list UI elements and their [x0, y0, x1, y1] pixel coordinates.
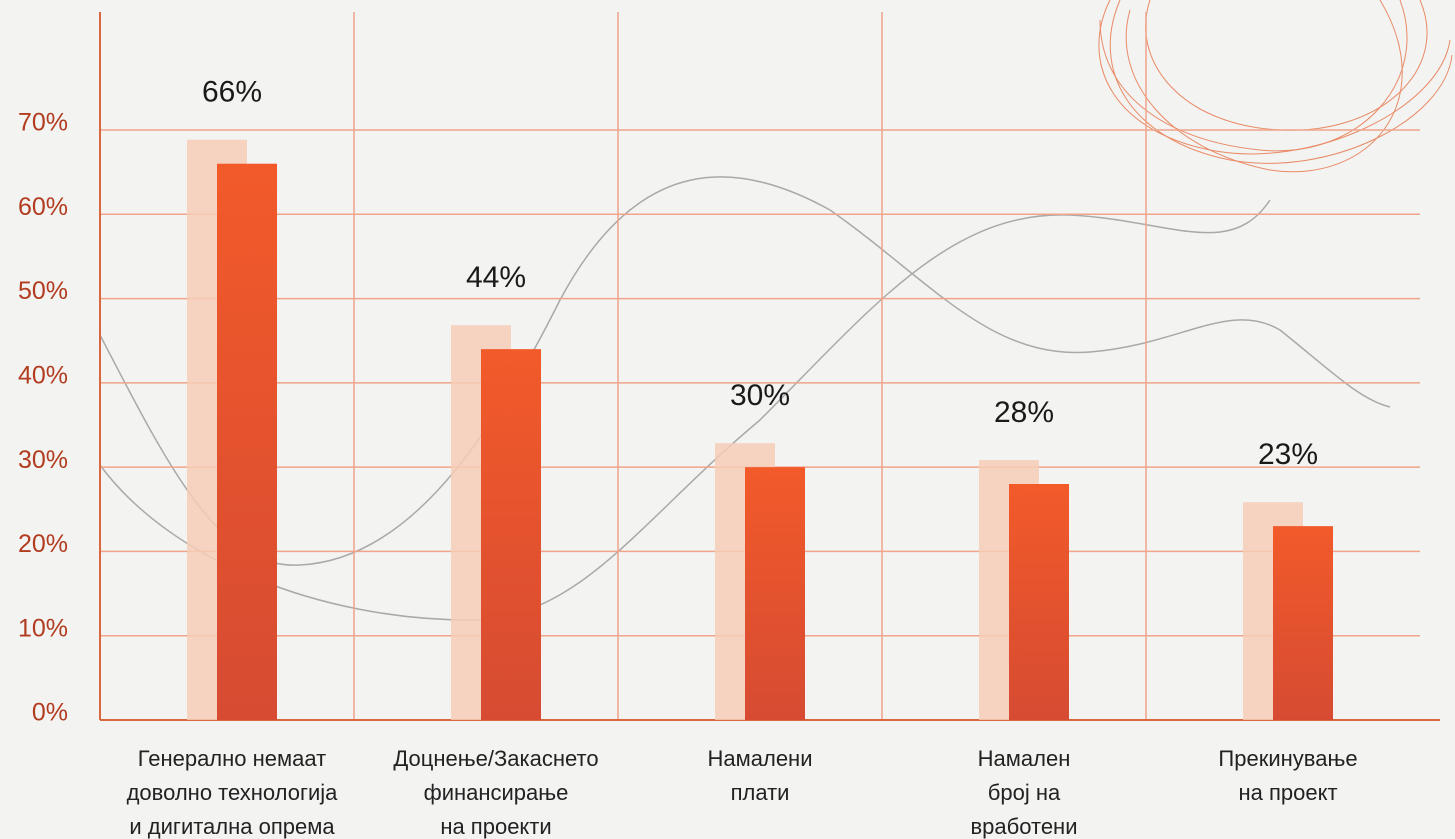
chart: 0% 10% 20% 30% 40% 50% 60% 70% 66% Генерално нема…: [0, 0, 1455, 839]
x-tick-label: Намалени: [708, 746, 813, 771]
bar: [1009, 484, 1069, 720]
y-tick-label: 20%: [18, 530, 68, 558]
x-tick-label: финансирање: [424, 780, 569, 805]
value-label: 28%: [994, 396, 1054, 429]
x-tick-label: плати: [731, 780, 790, 805]
y-tick-label: 50%: [18, 277, 68, 305]
x-tick-label: и дигитална опрема: [129, 814, 335, 839]
x-tick-label: Генерално немаат: [138, 746, 326, 771]
y-tick-label: 10%: [18, 614, 68, 642]
x-tick-label: Доцнење/Закаснето: [393, 746, 598, 771]
bar: [217, 164, 277, 720]
y-tick-label: 70%: [18, 109, 68, 137]
bar: [481, 349, 541, 720]
x-tick-label: Намален: [978, 746, 1071, 771]
x-tick-label: вработени: [970, 814, 1077, 839]
x-tick-label: доволно технологија: [127, 780, 339, 805]
x-tick-label: број на: [988, 780, 1061, 805]
x-tick-label: на проект: [1238, 780, 1337, 805]
x-tick-label: Прекинување: [1218, 746, 1357, 771]
bar: [745, 467, 805, 720]
value-label: 44%: [466, 261, 526, 294]
page: 0% 10% 20% 30% 40% 50% 60% 70% 66% Генерално нема…: [0, 0, 1455, 839]
bar: [1273, 526, 1333, 720]
x-tick-label: на проекти: [440, 814, 551, 839]
y-tick-label: 0%: [32, 699, 68, 727]
y-tick-label: 30%: [18, 446, 68, 474]
value-label: 23%: [1258, 438, 1318, 471]
value-label: 30%: [730, 379, 790, 412]
y-tick-label: 40%: [18, 361, 68, 389]
y-tick-label: 60%: [18, 193, 68, 221]
value-label: 66%: [202, 76, 262, 109]
